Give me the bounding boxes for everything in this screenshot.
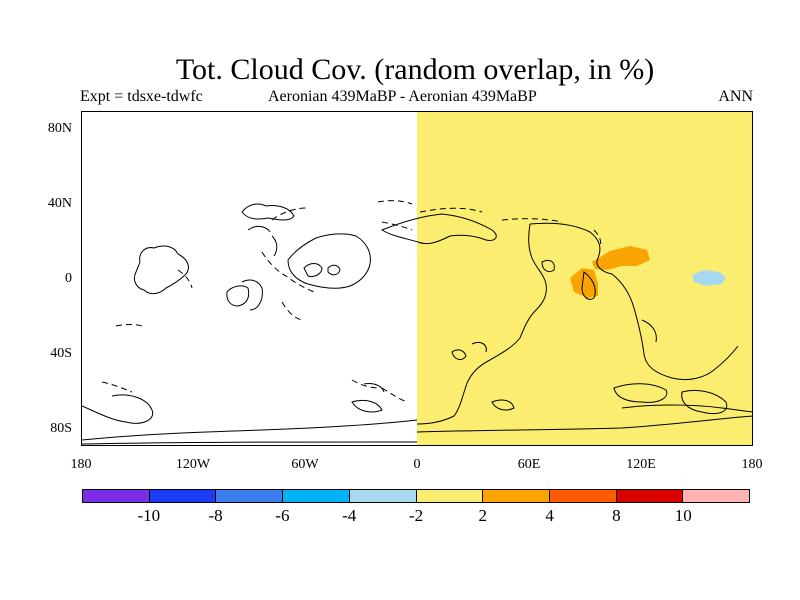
colorbar-box [349, 490, 417, 502]
colorbar-label: 4 [545, 506, 554, 525]
colorbar-label: -6 [275, 506, 290, 525]
x-tick-180e: 180 [741, 457, 763, 472]
x-tick-120w: 120W [175, 457, 211, 472]
colorbar-label: -10 [137, 506, 161, 525]
colorbar-box [616, 490, 684, 502]
y-tick-40s: 40S [50, 346, 72, 361]
colorbar-box [683, 490, 750, 502]
x-tick-0: 0 [413, 457, 421, 472]
experiment-label: Expt = tdsxe-tdwfc [80, 88, 203, 105]
colorbar-label: -8 [208, 506, 223, 525]
x-tick-180w: 180 [70, 457, 92, 472]
colorbar-label: 8 [612, 506, 621, 525]
colorbar-box [483, 490, 550, 502]
colorbar-box [149, 490, 217, 502]
colorbar-box [216, 490, 284, 502]
y-tick-0: 0 [65, 271, 72, 286]
y-tick-40n: 40N [47, 196, 72, 211]
orange-patch-east [592, 246, 650, 270]
blue-patch [692, 270, 726, 286]
colorbar-box [549, 490, 617, 502]
orange-patch-west [570, 268, 598, 298]
map-panel [81, 111, 753, 446]
period-label: Aeronian 439MaBP - Aeronian 439MaBP [268, 88, 537, 105]
colorbar-label: 2 [478, 506, 488, 525]
x-tick-60w: 60W [291, 457, 319, 472]
colorbar-label: -4 [342, 506, 357, 525]
colorbar-box [283, 490, 350, 502]
y-tick-80n: 80N [47, 121, 72, 136]
colorbar-label: -2 [408, 506, 424, 525]
colorbar-label: 10 [674, 506, 692, 525]
season-label: ANN [718, 88, 753, 105]
colorbar-box [416, 490, 484, 502]
plot-title: Tot. Cloud Cov. (random overlap, in %) [175, 53, 655, 86]
x-tick-60e: 60E [517, 457, 541, 472]
colorbar-box [83, 490, 150, 502]
coastlines [82, 200, 752, 445]
colorbar [82, 489, 750, 503]
x-tick-120e: 120E [626, 457, 656, 472]
y-tick-80s: 80S [50, 421, 72, 436]
map-svg [82, 112, 752, 445]
